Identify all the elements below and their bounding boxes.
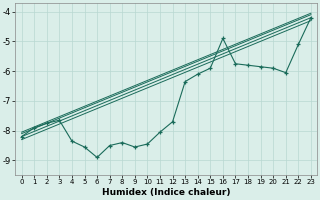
- X-axis label: Humidex (Indice chaleur): Humidex (Indice chaleur): [102, 188, 230, 197]
